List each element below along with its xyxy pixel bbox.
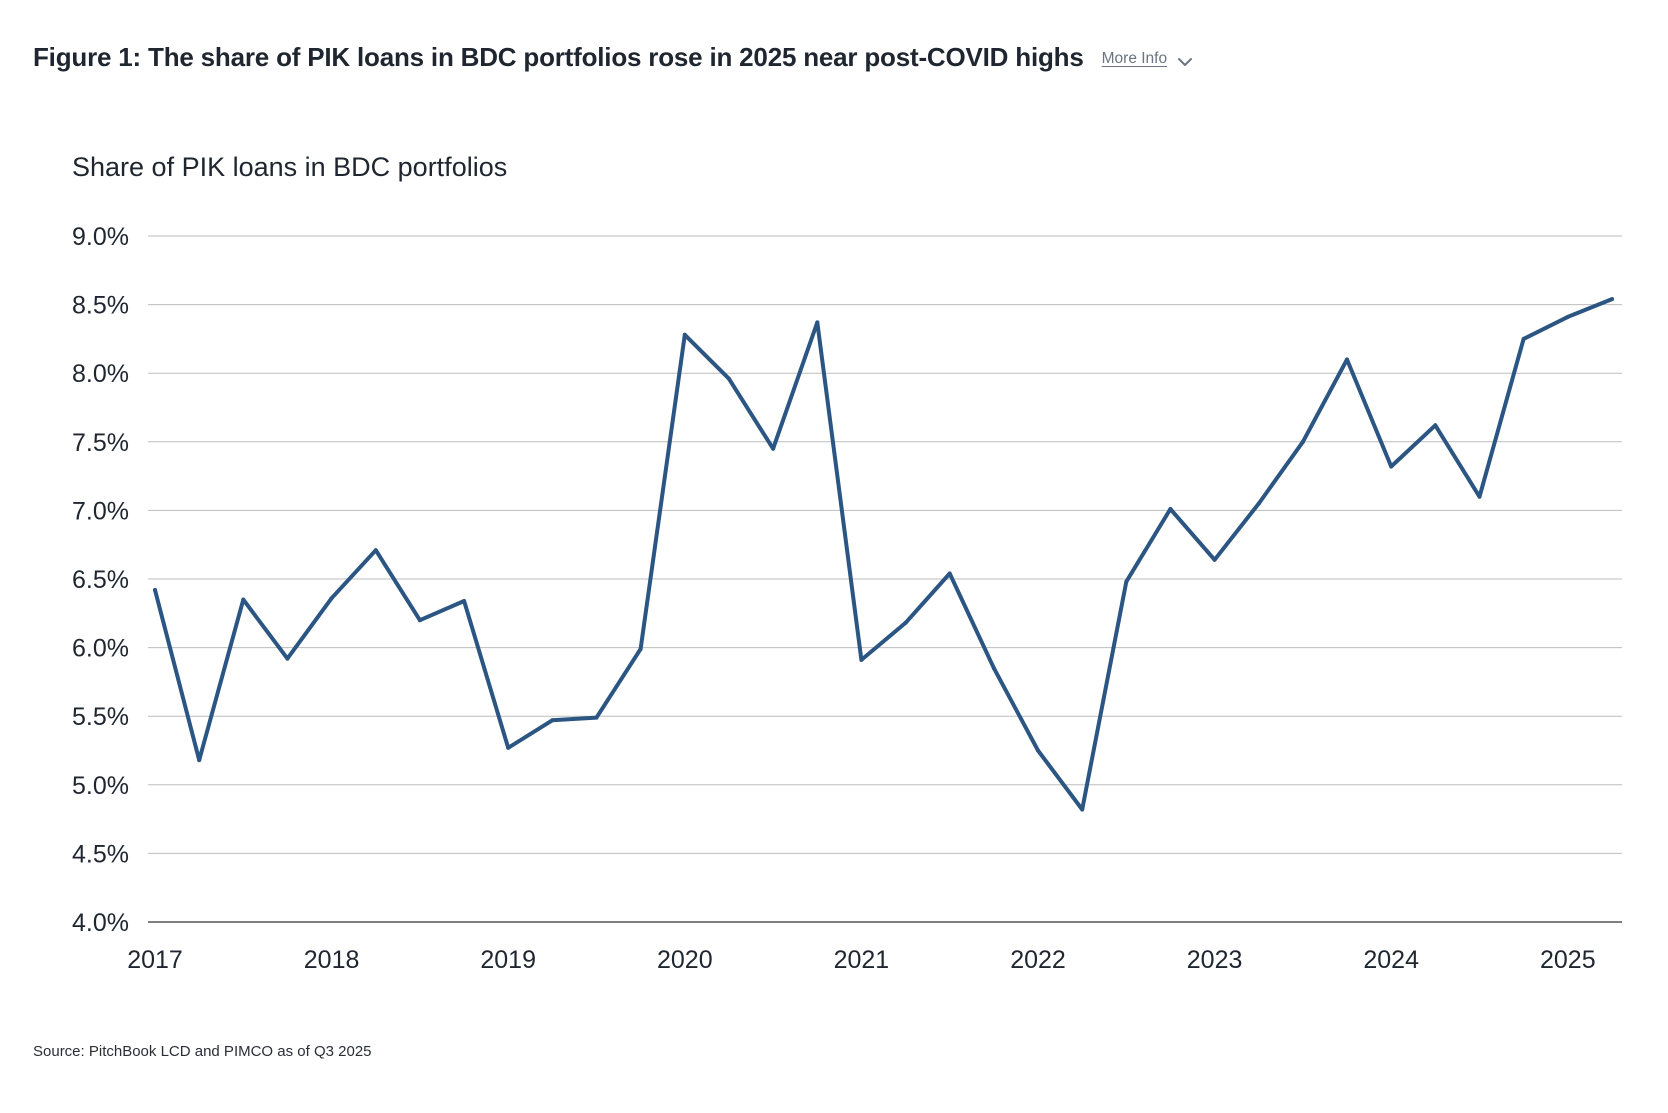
y-axis-ticks: 4.0% 4.5% 5.0% 5.5% 6.0% 6.5% 7.0% 7.5% 8.0% 8.5%…	[72, 223, 129, 937]
data-point	[1521, 336, 1526, 341]
data-point	[1124, 579, 1129, 584]
y-tick-label: 7.0%	[72, 497, 129, 525]
x-axis-ticks: 2017 2018 2019 2020 2021 2022 2023 2024 2025	[127, 946, 1595, 974]
y-tick-label: 9.0%	[72, 223, 129, 251]
data-point	[1565, 314, 1570, 319]
data-point	[1080, 807, 1085, 812]
y-tick-label: 5.5%	[72, 703, 129, 731]
data-point	[1477, 494, 1482, 499]
x-tick-label: 2017	[127, 946, 183, 974]
data-point	[153, 588, 157, 592]
data-point	[903, 620, 908, 625]
x-tick-label: 2022	[1010, 946, 1066, 974]
data-point	[417, 618, 422, 623]
data-point	[815, 320, 820, 325]
data-point	[1300, 439, 1305, 444]
data-point	[859, 657, 864, 662]
y-tick-label: 6.0%	[72, 635, 129, 663]
y-tick-label: 4.5%	[72, 840, 129, 868]
x-tick-label: 2020	[657, 946, 713, 974]
data-point	[771, 446, 776, 451]
data-point	[1610, 297, 1614, 302]
y-tick-label: 5.0%	[72, 772, 129, 800]
x-tick-label: 2024	[1363, 946, 1419, 974]
source-note: Source: PitchBook LCD and PIMCO as of Q3…	[33, 1043, 372, 1060]
data-point	[241, 597, 246, 602]
chevron-down-icon[interactable]	[1177, 54, 1193, 66]
y-tick-label: 7.5%	[72, 429, 129, 457]
x-tick-label: 2018	[304, 946, 360, 974]
data-point	[197, 758, 202, 763]
data-point	[1256, 501, 1261, 506]
y-tick-label: 8.0%	[72, 360, 129, 388]
data-point	[991, 666, 996, 671]
series-line	[153, 297, 1614, 812]
more-info-toggle[interactable]: More Info	[1102, 50, 1193, 68]
more-info-label[interactable]: More Info	[1101, 50, 1168, 67]
data-point	[726, 376, 731, 381]
data-point	[1212, 557, 1217, 562]
data-point	[682, 332, 687, 337]
figure-header: Figure 1: The share of PIK loans in BDC …	[33, 42, 1193, 73]
data-point	[1036, 748, 1040, 753]
chart-title: Share of PIK loans in BDC portfolios	[72, 152, 507, 182]
x-tick-label: 2021	[834, 946, 890, 974]
data-point	[550, 718, 555, 723]
data-point	[594, 715, 599, 720]
gridlines	[148, 235, 1622, 923]
x-tick-label: 2019	[480, 946, 536, 974]
series-layer	[153, 297, 1614, 812]
data-point	[285, 656, 290, 661]
data-point	[1389, 464, 1394, 469]
data-point	[1345, 357, 1349, 362]
data-point	[373, 548, 378, 553]
figure-title: Figure 1: The share of PIK loans in BDC …	[33, 42, 1084, 72]
x-tick-label: 2025	[1540, 946, 1596, 974]
data-point	[1433, 423, 1438, 428]
y-tick-label: 6.5%	[72, 566, 129, 594]
x-tick-label: 2023	[1187, 946, 1243, 974]
data-point	[638, 647, 643, 651]
y-tick-label: 4.0%	[72, 909, 129, 937]
data-point	[329, 596, 334, 601]
data-point	[1168, 507, 1173, 511]
y-tick-label: 8.5%	[72, 292, 129, 320]
data-point	[947, 571, 952, 576]
data-point	[462, 599, 467, 603]
data-point	[506, 745, 511, 750]
